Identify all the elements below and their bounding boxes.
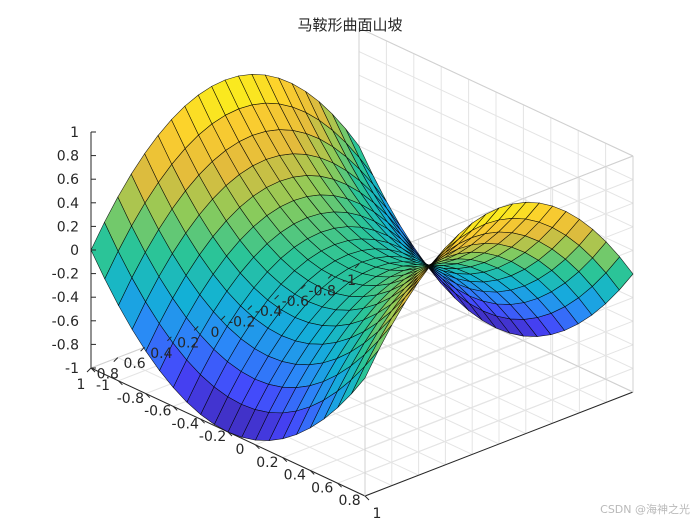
- grid-line: [358, 51, 634, 181]
- x-tick-mark: [364, 495, 370, 501]
- chart-title: 马鞍形曲面山坡: [297, 16, 402, 34]
- x-tick-mark: [172, 406, 178, 411]
- x-tick-mark: [282, 457, 288, 462]
- x-tick-label: -0.6: [144, 404, 171, 420]
- y-tick-label: -0.4: [255, 304, 282, 320]
- x-tick-mark: [309, 470, 315, 475]
- x-tick-label: 0.6: [311, 480, 333, 496]
- y-tick-label: -0.2: [228, 315, 255, 331]
- y-tick-mark: [274, 294, 279, 300]
- x-tick-label: 1: [373, 506, 382, 522]
- x-tick-label: 0: [236, 442, 245, 458]
- axis-line: [364, 391, 634, 497]
- z-tick-label: -0.6: [52, 314, 79, 330]
- x-tick-label: -0.4: [172, 416, 199, 432]
- x-tick-label: -0.8: [117, 391, 144, 407]
- y-tick-mark: [113, 357, 119, 362]
- y-tick-mark: [247, 305, 253, 310]
- y-tick-label: 1: [77, 377, 86, 393]
- y-tick-label: -1: [342, 273, 356, 289]
- y-tick-mark: [354, 263, 360, 269]
- y-tick-mark: [301, 284, 306, 290]
- z-tick-label: 0: [70, 243, 79, 259]
- x-tick-mark: [200, 418, 205, 424]
- surface-patch: [90, 221, 119, 280]
- z-tick-label: -1: [65, 361, 79, 377]
- grid-line: [358, 74, 634, 204]
- y-tick-mark: [220, 315, 226, 321]
- x-tick-mark: [145, 393, 151, 398]
- x-tick-mark: [255, 444, 260, 450]
- x-tick-label: 0.8: [338, 493, 360, 509]
- x-tick-label: 0.2: [256, 455, 278, 471]
- y-tick-mark: [327, 274, 333, 279]
- y-tick-label: 0.6: [123, 356, 145, 372]
- z-tick-label: 0.8: [57, 149, 79, 165]
- surface-mesh: [90, 73, 634, 441]
- y-tick-mark: [167, 336, 172, 342]
- y-tick-label: 0.2: [177, 335, 199, 351]
- grid-line: [358, 98, 634, 228]
- z-tick-label: 0.6: [57, 172, 79, 188]
- z-tick-label: -0.8: [52, 337, 79, 353]
- y-tick-label: -0.8: [309, 283, 336, 299]
- y-tick-mark: [140, 346, 145, 352]
- x-tick-mark: [337, 482, 342, 488]
- y-tick-label: 0.4: [150, 346, 172, 362]
- x-tick-label: 0.4: [284, 468, 306, 484]
- y-tick-label: 0: [211, 325, 220, 341]
- box-edge: [358, 27, 634, 157]
- y-tick-label: 0.8: [97, 367, 119, 383]
- y-tick-mark: [193, 326, 199, 331]
- z-tick-label: 0.4: [57, 196, 79, 212]
- x-tick-label: -0.2: [199, 429, 226, 445]
- watermark: CSDN @海神之光: [600, 503, 690, 516]
- y-tick-label: -0.6: [282, 294, 309, 310]
- z-tick-label: -0.2: [52, 267, 79, 283]
- x-tick-mark: [90, 367, 96, 373]
- z-tick-label: 1: [70, 125, 79, 141]
- z-tick-label: -0.4: [52, 290, 79, 306]
- z-tick-label: 0.2: [57, 219, 79, 235]
- x-tick-mark: [118, 380, 123, 386]
- x-tick-mark: [227, 431, 233, 437]
- x-tick-label: -1: [96, 378, 110, 394]
- y-tick-mark: [86, 367, 92, 373]
- axis-ticks: 10.80.60.40.20-0.2-0.4-0.6-0.8-110.80.60…: [52, 125, 382, 522]
